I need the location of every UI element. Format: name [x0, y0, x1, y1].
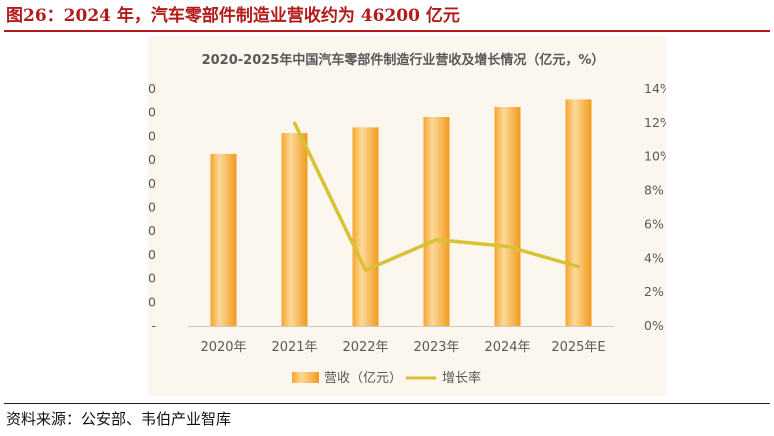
x-tick-label: 2021年	[271, 340, 317, 355]
legend-swatch-bar	[292, 372, 319, 383]
y-right-tick-label: 8%	[644, 183, 664, 198]
x-tick-label: 2022年	[342, 340, 388, 355]
x-axis: 2020年 2021年 2022年 2023年 2024年 2025年E	[188, 326, 614, 355]
y-right-tick-label: 4%	[644, 250, 664, 265]
y-left-tick-label: 40,000	[148, 128, 156, 143]
x-tick-label: 2025年E	[551, 340, 605, 355]
y-left-tick-label: 5,000	[148, 294, 156, 309]
legend-label-bar: 营收（亿元）	[324, 371, 402, 386]
line-point	[364, 268, 367, 272]
line-point	[435, 238, 438, 242]
legend-label-line: 增长率	[442, 370, 481, 386]
y-left-tick-label: 10,000	[148, 271, 156, 286]
bar	[494, 107, 521, 327]
line-point	[293, 121, 296, 125]
y-right-tick-label: 2%	[644, 284, 664, 299]
line-series	[292, 121, 580, 272]
line-point	[506, 244, 509, 248]
y-left-tick-label: 30,000	[148, 176, 156, 191]
y-left-tick-label: 45,000	[148, 105, 156, 120]
chart-panel: 2020-2025年中国汽车零部件制造行业营收及增长情况（亿元，%） - 5,00…	[148, 36, 666, 396]
bar	[281, 133, 308, 326]
y-right-tick-label: 12%	[644, 115, 666, 130]
source-divider	[4, 403, 770, 404]
left-axis: - 5,000 10,000 15,000 20,000 25,000 30,000 35,0…	[148, 81, 156, 333]
chart-title: 2020-2025年中国汽车零部件制造行业营收及增长情况（亿元，%）	[202, 52, 605, 68]
bar	[210, 153, 237, 326]
bar	[352, 127, 379, 326]
y-left-tick-label: 15,000	[148, 247, 156, 262]
x-tick-label: 2023年	[413, 340, 459, 355]
right-axis: 0% 2% 4% 6% 8% 10% 12% 14%	[644, 81, 666, 333]
figure-title: 图26：2024 年，汽车零部件制造业营收约为 46200 亿元	[6, 6, 460, 26]
y-left-tick-label: 20,000	[148, 223, 156, 238]
line-point	[577, 265, 580, 269]
x-tick-label: 2020年	[200, 340, 246, 355]
x-tick-label: 2024年	[484, 340, 530, 355]
combo-chart: 2020-2025年中国汽车零部件制造行业营收及增长情况（亿元，%） - 5,00…	[148, 52, 666, 386]
y-left-tick-label: 25,000	[148, 200, 156, 215]
bar-series	[210, 99, 592, 327]
y-left-tick-label: -	[151, 318, 156, 333]
bar	[423, 116, 450, 326]
y-left-tick-label: 35,000	[148, 152, 156, 167]
y-right-tick-label: 0%	[644, 318, 664, 333]
bar	[565, 99, 592, 326]
source-note: 资料来源：公安部、韦伯产业智库	[6, 410, 232, 428]
y-right-tick-label: 6%	[644, 216, 664, 231]
title-divider	[4, 30, 770, 32]
legend: 营收（亿元） 增长率	[292, 370, 481, 386]
y-right-tick-label: 14%	[644, 81, 666, 96]
y-right-tick-label: 10%	[644, 149, 666, 164]
y-left-tick-label: 50,000	[148, 81, 156, 96]
